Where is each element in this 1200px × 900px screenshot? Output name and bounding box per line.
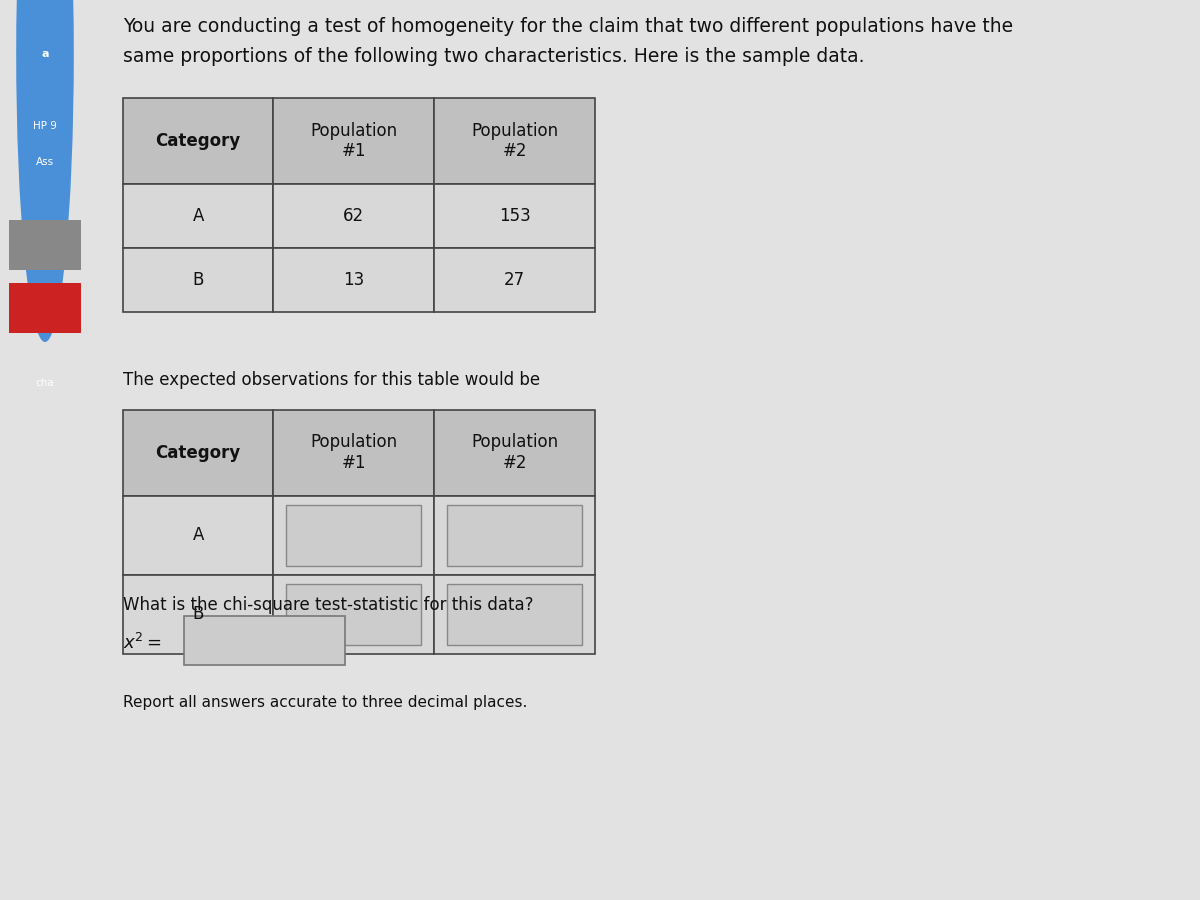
Bar xyxy=(124,184,274,248)
Text: Population
#2: Population #2 xyxy=(472,434,558,473)
Text: A: A xyxy=(192,526,204,544)
Text: B: B xyxy=(192,606,204,624)
Text: Category: Category xyxy=(156,444,241,462)
Bar xyxy=(10,220,82,270)
Bar xyxy=(434,496,595,575)
Text: 153: 153 xyxy=(499,207,530,225)
Text: same proportions of the following two characteristics. Here is the sample data.: same proportions of the following two ch… xyxy=(124,47,865,66)
Bar xyxy=(124,410,274,496)
Bar xyxy=(274,248,434,312)
Text: $x^2 =$: $x^2 =$ xyxy=(124,633,162,652)
Bar xyxy=(274,184,434,248)
Text: Category: Category xyxy=(156,132,241,150)
Bar xyxy=(434,410,595,496)
Text: Population
#2: Population #2 xyxy=(472,122,558,160)
Bar xyxy=(124,496,274,575)
Bar xyxy=(185,616,346,665)
Bar xyxy=(124,248,274,312)
Bar xyxy=(274,575,434,653)
Bar xyxy=(287,505,421,566)
Bar xyxy=(434,248,595,312)
Bar xyxy=(434,575,595,653)
Text: a: a xyxy=(41,49,49,59)
Bar xyxy=(434,98,595,184)
Text: The expected observations for this table would be: The expected observations for this table… xyxy=(124,371,540,389)
Text: Population
#1: Population #1 xyxy=(310,434,397,473)
Text: B: B xyxy=(192,271,204,289)
Text: Report all answers accurate to three decimal places.: Report all answers accurate to three dec… xyxy=(124,695,528,710)
Text: A: A xyxy=(192,207,204,225)
Bar xyxy=(287,584,421,644)
Text: 27: 27 xyxy=(504,271,526,289)
Text: You are conducting a test of homogeneity for the claim that two different popula: You are conducting a test of homogeneity… xyxy=(124,17,1014,36)
Bar xyxy=(434,184,595,248)
Text: 62: 62 xyxy=(343,207,364,225)
Bar xyxy=(10,284,82,333)
Text: cha: cha xyxy=(36,377,54,388)
Text: HP 9: HP 9 xyxy=(34,121,56,131)
Text: What is the chi-square test-statistic for this data?: What is the chi-square test-statistic fo… xyxy=(124,596,534,614)
Circle shape xyxy=(17,0,74,342)
Text: Ass: Ass xyxy=(36,157,54,167)
Bar xyxy=(448,505,582,566)
Bar xyxy=(274,496,434,575)
Bar xyxy=(124,98,274,184)
Text: Population
#1: Population #1 xyxy=(310,122,397,160)
Bar xyxy=(274,410,434,496)
Bar xyxy=(274,98,434,184)
Text: 13: 13 xyxy=(343,271,365,289)
Bar xyxy=(448,584,582,644)
Bar xyxy=(124,575,274,653)
